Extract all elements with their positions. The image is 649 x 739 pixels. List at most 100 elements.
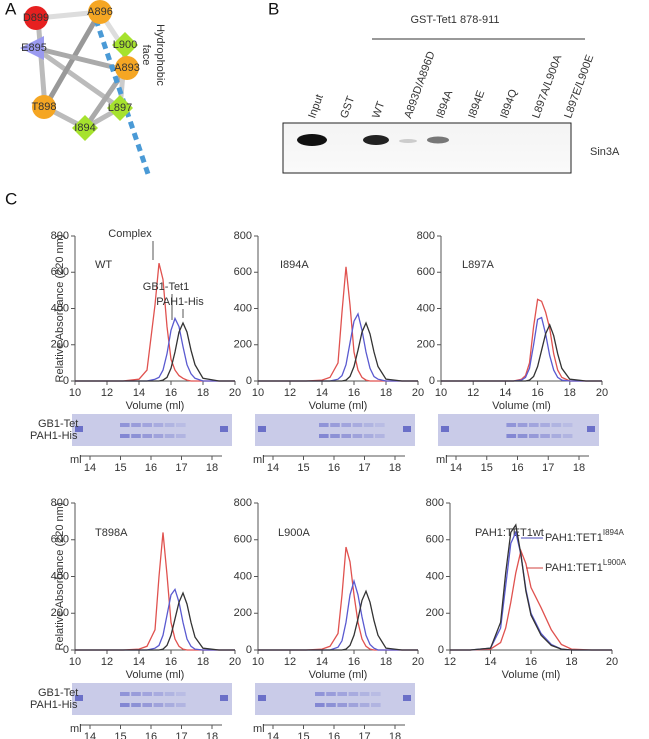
gel-band [315,692,325,696]
residue-label: A893 [114,62,140,74]
gel-band [562,423,573,427]
gel-band [528,423,539,427]
gel-tick-label: 14 [450,462,462,474]
gel-tick-label: 14 [267,731,279,739]
y-tick-label: 200 [51,339,69,351]
series-line [75,591,235,651]
gel-band [131,703,141,707]
gel-band [120,703,130,707]
x-tick-label: 18 [380,656,392,668]
y-tick-label: 200 [426,607,444,619]
annotation-superscript: L900A [603,558,627,567]
gel-band [506,423,517,427]
annotation: PAH1:TET1L900A [545,558,627,574]
y-tick-label: 0 [63,644,69,656]
gel-band [326,692,336,696]
gel-marker [441,426,449,432]
gel-band [164,692,175,696]
annotation-superscript: I894A [603,528,625,537]
series-line [258,312,418,382]
gel-tick-label: 18 [206,731,218,739]
gel-band [359,703,370,707]
residue-marker [112,32,138,58]
y-tick-label: 0 [429,375,435,387]
western-blot [282,122,572,174]
x-tick-label: 14 [133,656,145,668]
x-tick-label: 12 [444,656,456,668]
x-axis-label: Volume (ml) [502,669,561,681]
gel-band [371,692,381,696]
x-tick-label: 14 [499,387,511,399]
chart-title: L897A [462,259,494,271]
gel-band [315,703,325,707]
x-axis-label: Volume (ml) [309,400,368,412]
x-tick-label: 10 [252,656,264,668]
face-label: face [140,45,152,66]
gel-label: PAH1-His [30,430,78,442]
residue-label: L900 [113,39,137,51]
gel-band [359,692,370,696]
gel-band [142,434,152,438]
gel-band [319,423,329,427]
gel-tick-label: 17 [358,731,370,739]
x-tick-label: 16 [531,387,543,399]
y-axis-label: Relative Absorbance (220 nm) [54,235,66,383]
gel-band [326,703,336,707]
gel-marker [258,426,266,432]
chart-title: T898A [95,527,128,539]
residue-label: E895 [21,42,47,54]
gel-tick-label: 18 [206,462,218,474]
y-tick-label: 400 [417,302,435,314]
gel-band [517,434,528,438]
x-tick-label: 12 [101,656,113,668]
series-line [258,589,418,651]
y-tick-label: 0 [438,644,444,656]
residue-marker [24,6,48,30]
gel-band [352,434,363,438]
gel-band [176,434,186,438]
residue-label: T898 [31,101,56,113]
series-line [75,532,235,651]
gel-band [153,434,164,438]
gel [72,414,232,446]
gel-band [142,692,152,696]
gel [255,683,415,715]
gel-tick-label: 16 [145,462,157,474]
panel-label: C [5,189,17,208]
gel-tick-label: 14 [84,731,96,739]
gel-unit: ml [253,723,265,735]
gel-band [131,434,141,438]
gel-band [176,423,186,427]
x-tick-label: 20 [596,387,608,399]
gel-band [506,434,517,438]
lane-label: A893D/A896D [402,50,437,120]
x-tick-label: 20 [229,387,241,399]
gel-band [120,423,130,427]
y-tick-label: 800 [234,230,252,242]
face-label: Hydrophobic [154,24,166,86]
gel-band [363,434,374,438]
series-line [450,548,612,651]
x-tick-label: 16 [348,656,360,668]
y-tick-label: 800 [417,230,435,242]
residue-label: D899 [23,12,49,24]
y-tick-label: 400 [234,302,252,314]
gel-band [164,703,175,707]
y-tick-label: 600 [51,266,69,278]
gel-band [337,692,347,696]
series-line [258,321,418,382]
residue-marker [88,0,112,24]
x-tick-label: 16 [348,387,360,399]
residue-label: A896 [87,6,113,18]
chart-title: L900A [278,527,310,539]
gel-band [330,423,340,427]
residue-label: L897 [108,102,132,114]
residue-marker [20,36,44,60]
gel-marker [75,695,83,701]
annotation: PAH1-His [156,296,204,308]
gel-band [371,703,381,707]
lane-label: I894Q [498,87,520,120]
x-tick-label: 18 [564,387,576,399]
gel-band [375,434,385,438]
x-tick-label: 16 [165,656,177,668]
